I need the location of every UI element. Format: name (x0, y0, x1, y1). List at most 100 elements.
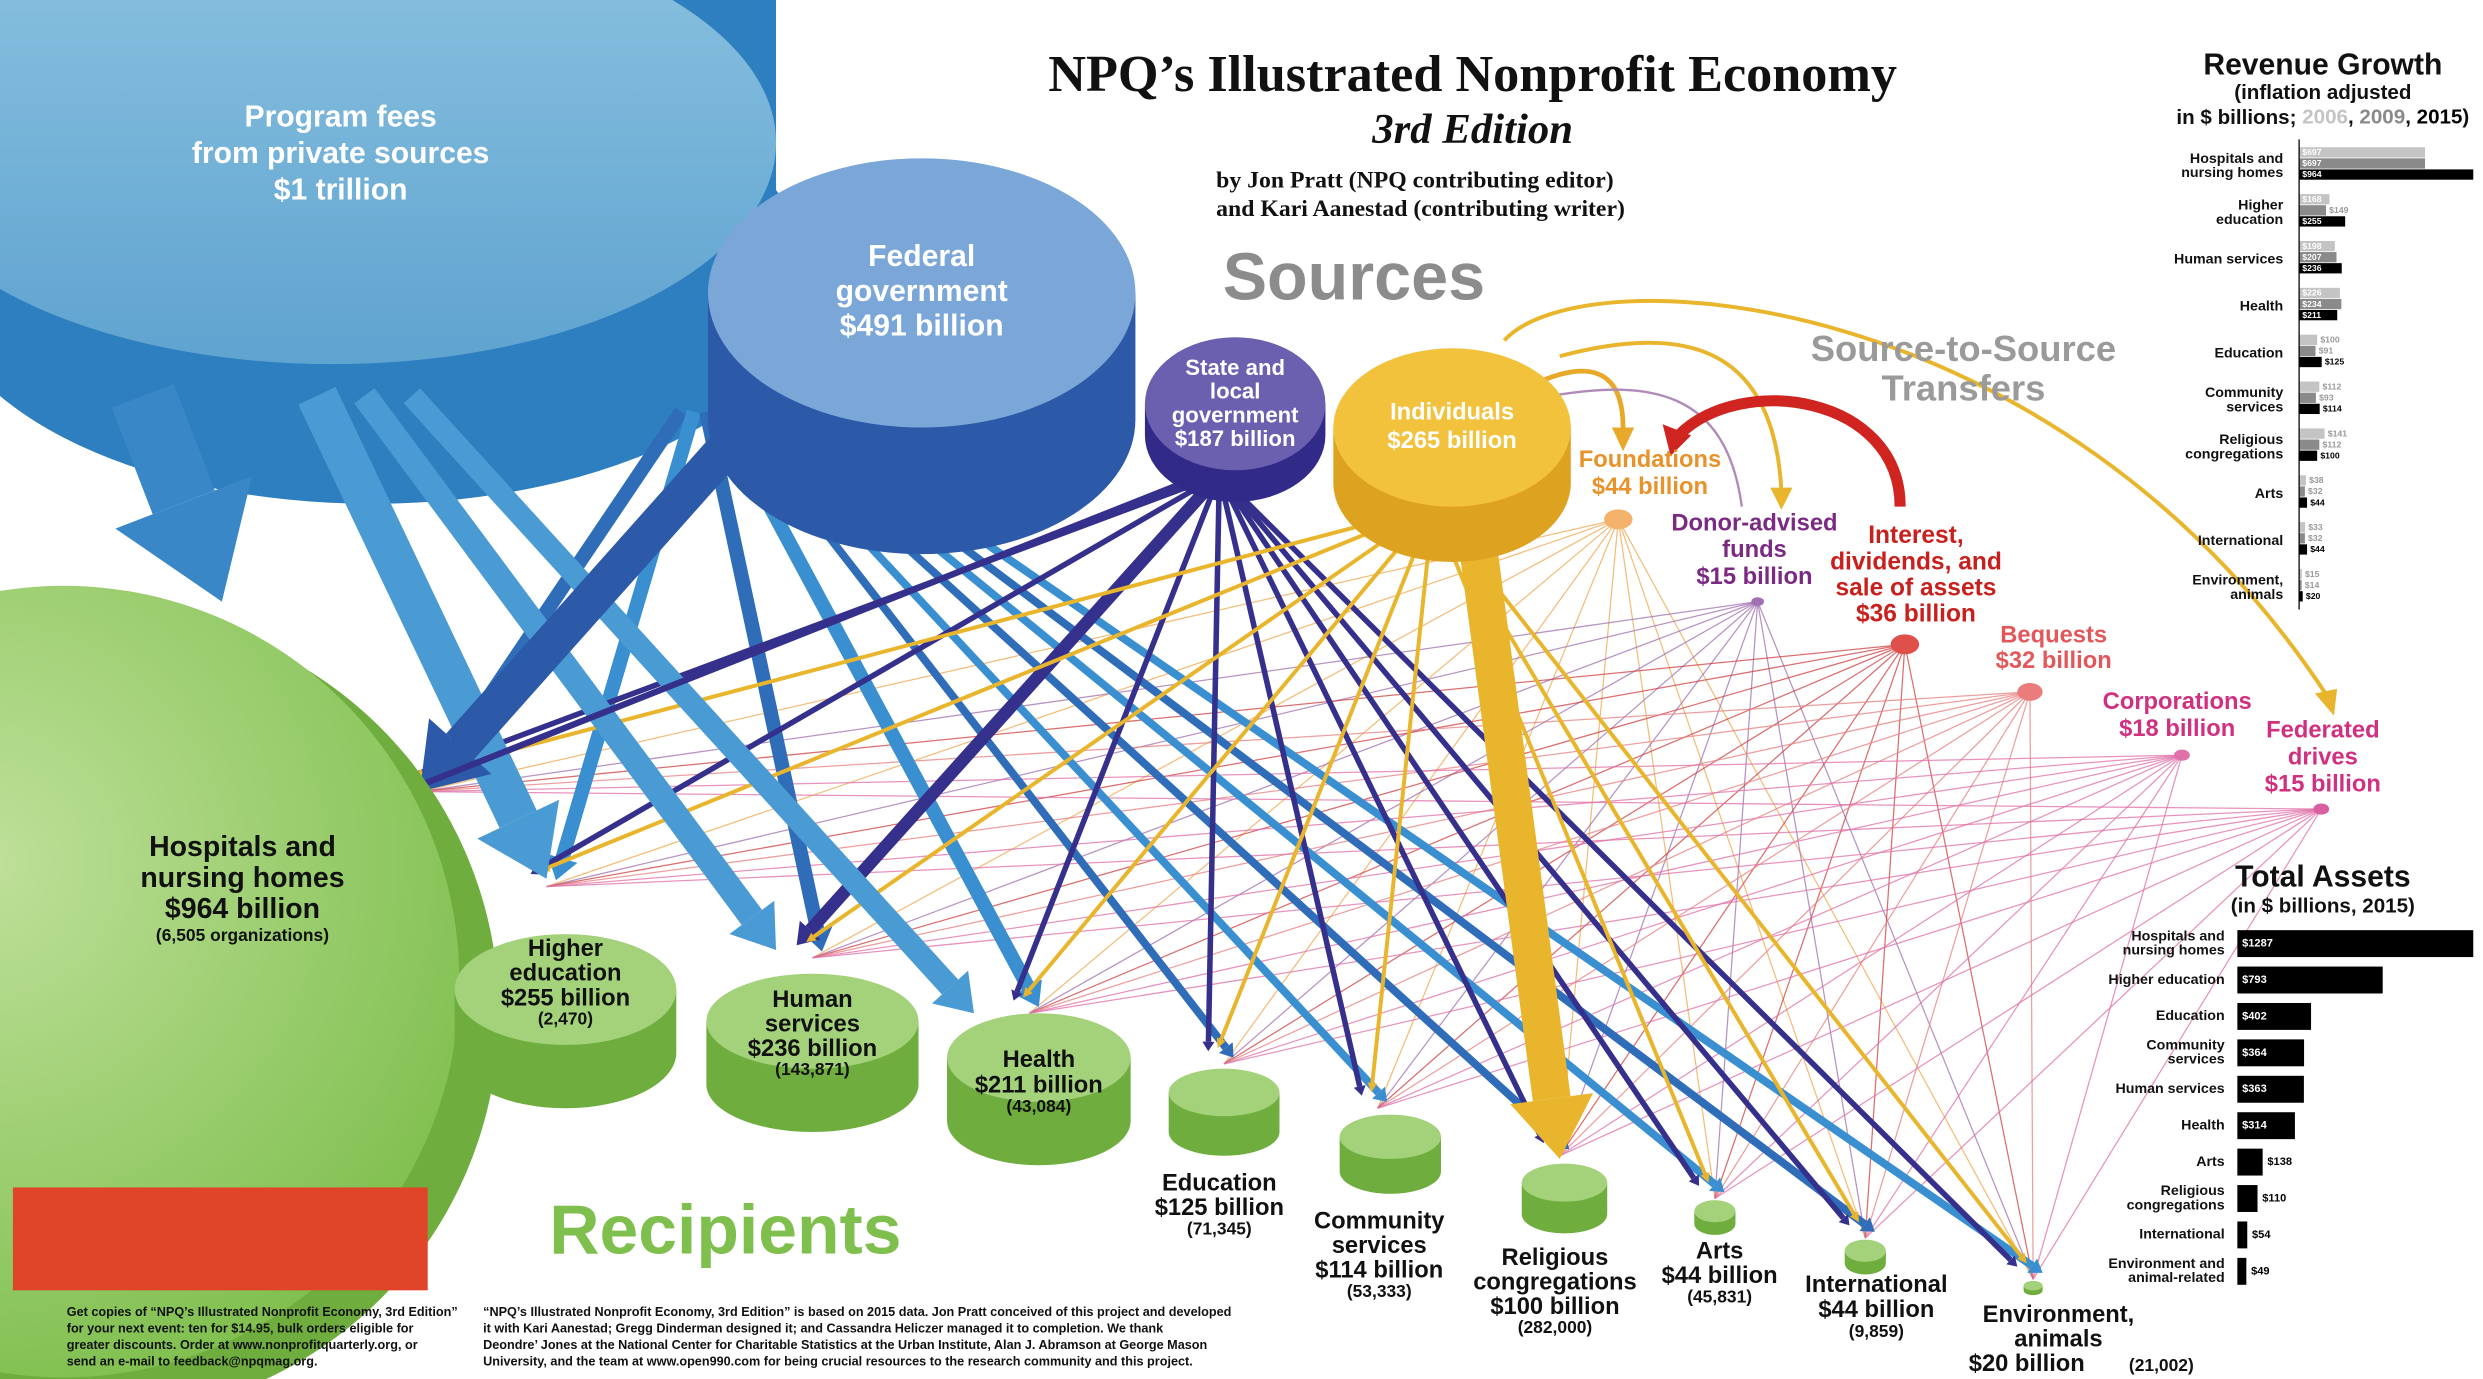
cylinder-top (1694, 1200, 1736, 1223)
flow-line (412, 472, 1205, 791)
source-dot (2174, 749, 2190, 761)
flow-arrowhead (1372, 1086, 1388, 1102)
value-label: $793 (2242, 974, 2267, 986)
value-label: $207 (2302, 252, 2321, 262)
panel-title: Revenue Growth (2203, 48, 2442, 81)
value-label: $1287 (2242, 938, 2273, 950)
flow-line (2032, 808, 2322, 1280)
asset-bar (2237, 1039, 2305, 1067)
transfer-arrow (1543, 368, 1626, 428)
flow-line (1559, 519, 1619, 1156)
recipient-name: services (765, 1011, 860, 1037)
row-label: Hospitals and (2190, 151, 2283, 167)
value-label: $100 (2320, 335, 2339, 345)
value-label: $32 (2308, 533, 2323, 543)
recipient-name: Community (1314, 1209, 1445, 1235)
flow-line (1029, 754, 2183, 1014)
recipient-count: (53,333) (1347, 1281, 1412, 1301)
value-label: $198 (2302, 241, 2321, 251)
cylinder-top (707, 158, 1136, 428)
value-label: $91 (2319, 346, 2334, 356)
panel-subtitle: (inflation adjusted (2234, 81, 2411, 104)
source-amount: $491 billion (840, 310, 1004, 343)
value-label: $44 (2310, 544, 2325, 554)
transfer-arrow (1551, 388, 1743, 507)
source-amount: $1 trillion (274, 174, 408, 207)
revenue-bar (2299, 240, 2335, 252)
row-label: Higher education (2108, 972, 2224, 988)
flow-line (1377, 754, 2183, 1109)
flow-line (1216, 473, 1543, 1136)
recipient-amount: $44 billion (1818, 1297, 1934, 1323)
revenue-bar (2299, 428, 2325, 439)
flow-line (1223, 754, 2183, 1065)
recipient-amount: $44 billion (1662, 1263, 1778, 1289)
recipient-count: (282,000) (1518, 1317, 1593, 1337)
revenue-bar (2299, 569, 2302, 580)
row-label: Arts (2255, 486, 2284, 502)
source-name: Donor-advised (1671, 510, 1837, 536)
recipient-name: Religious (1502, 1245, 1609, 1271)
flow-line (419, 754, 2182, 793)
cylinder-top (2023, 1280, 2043, 1291)
source-dot (1890, 634, 1920, 655)
value-label: $33 (2308, 522, 2323, 532)
cylinder-top (1521, 1163, 1608, 1202)
source-dot (2313, 803, 2330, 815)
revenue-bar (2299, 522, 2306, 533)
recipient-count: (143,871) (775, 1059, 850, 1079)
source-name: drives (2288, 745, 2358, 771)
flow-line (1377, 691, 2031, 1109)
flow-arrowhead (1202, 1041, 1215, 1052)
value-label: $112 (2323, 381, 2342, 391)
flow-arrowhead (1367, 1082, 1378, 1093)
flow-line (2032, 755, 2183, 1280)
recipient-count: (71,345) (1187, 1218, 1252, 1238)
flow-arrowhead (1023, 987, 1033, 998)
transfer-arrow (1502, 298, 2330, 698)
value-label: $14 (2305, 580, 2320, 590)
source-name: Program fees (245, 101, 437, 134)
row-label: nursing homes (2123, 942, 2225, 958)
source-amount: $32 billion (1996, 648, 2112, 674)
source-transfers (1502, 298, 2338, 716)
flow-line (1864, 691, 2031, 1239)
value-label: $32 (2308, 486, 2323, 496)
value-label: $314 (2242, 1120, 2267, 1132)
cylinder-top (1333, 348, 1571, 507)
cylinder-top (1144, 337, 1326, 471)
recipient-amount: $964 billion (165, 893, 320, 925)
flow-line (1617, 518, 2034, 1280)
revenue-bar (2299, 475, 2306, 486)
flow-arrowhead (1218, 1042, 1234, 1058)
flow-line (805, 470, 1225, 935)
source-name: State and (1185, 355, 1285, 380)
nodes (0, 158, 2330, 1379)
revenue-bar (2299, 169, 2474, 180)
recipient-count: (43,084) (1006, 1096, 1071, 1116)
arrowhead (1770, 487, 1793, 510)
legend-year: 2015 (2417, 106, 2463, 129)
value-label: $697 (2302, 147, 2321, 157)
asset-bar (2237, 930, 2474, 958)
recipient-name: animals (2014, 1326, 2102, 1352)
value-label: $255 (2302, 216, 2321, 226)
row-label: International (2139, 1227, 2224, 1243)
flow-arrowhead (419, 718, 492, 792)
flow-line (1559, 601, 1759, 1156)
byline: and Kari Aanestad (contributing writer) (1216, 196, 1625, 222)
row-label: services (2226, 399, 2283, 415)
flow-line (403, 388, 959, 995)
recipient-amount: $125 billion (1155, 1195, 1284, 1221)
flow-arrowhead (2027, 1258, 2043, 1273)
flow-arrowhead (806, 932, 817, 943)
arrowhead (1611, 427, 1635, 452)
source-amount: $265 billion (1387, 428, 1516, 454)
flow-line (1219, 505, 1435, 1041)
revenue-bar (2299, 544, 2308, 555)
row-label: Religious (2219, 432, 2283, 448)
hospitals-node-top (0, 585, 460, 1378)
value-label: $168 (2302, 194, 2321, 204)
source-name: funds (1722, 537, 1787, 563)
